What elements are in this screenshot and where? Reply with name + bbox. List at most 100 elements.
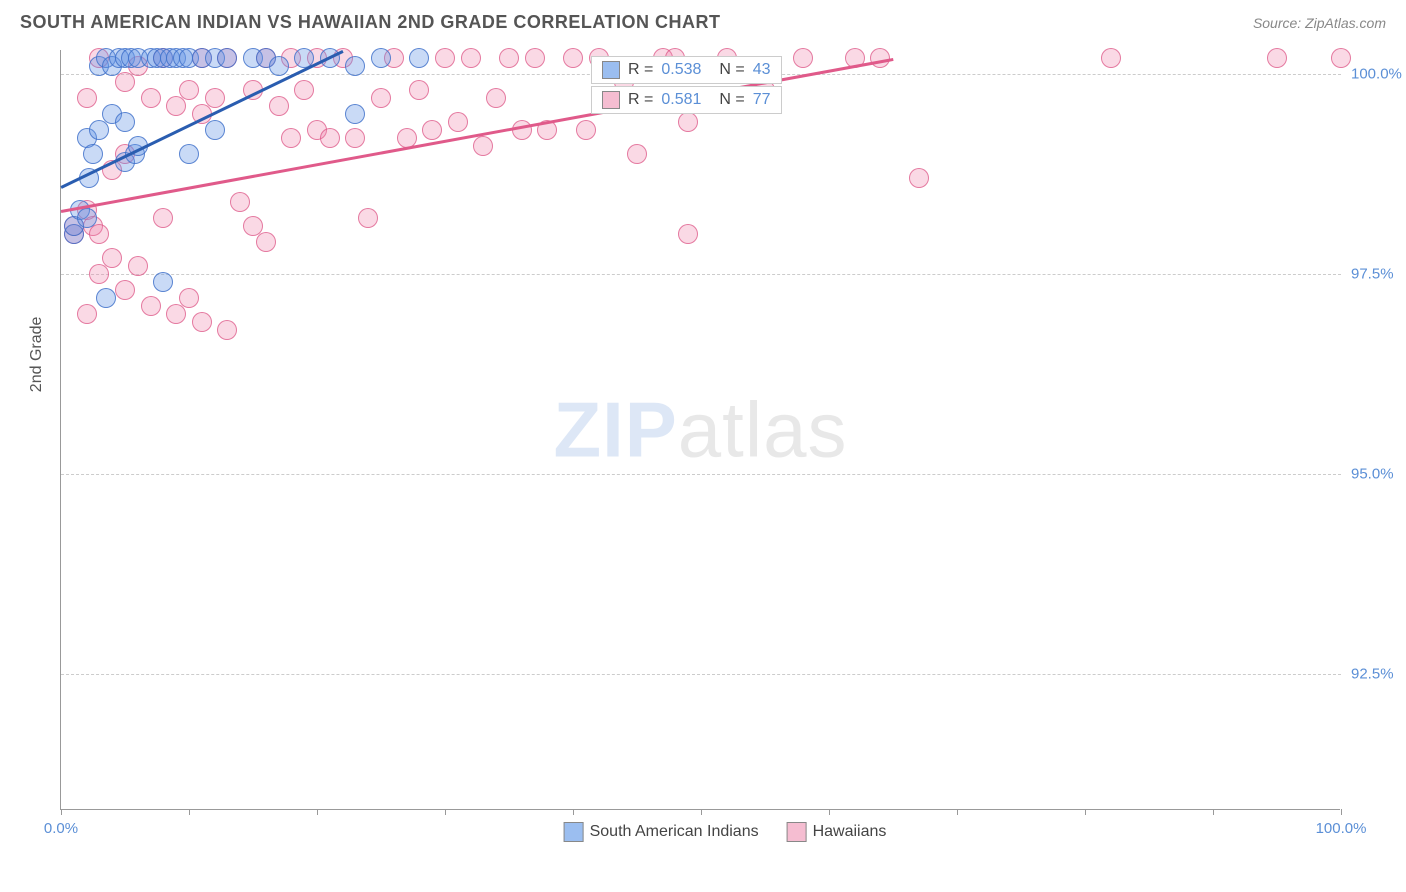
scatter-point xyxy=(89,120,109,140)
scatter-point xyxy=(153,272,173,292)
scatter-point xyxy=(102,248,122,268)
scatter-point xyxy=(909,168,929,188)
watermark: ZIPatlas xyxy=(553,384,847,475)
x-tick xyxy=(573,809,574,815)
scatter-point xyxy=(320,128,340,148)
x-tick xyxy=(61,809,62,815)
scatter-point xyxy=(179,80,199,100)
scatter-point xyxy=(678,224,698,244)
scatter-point xyxy=(256,232,276,252)
scatter-point xyxy=(166,96,186,116)
x-tick xyxy=(829,809,830,815)
scatter-point xyxy=(473,136,493,156)
r-value: 0.538 xyxy=(661,61,701,79)
n-value: 77 xyxy=(753,91,771,109)
x-tick xyxy=(1085,809,1086,815)
scatter-point xyxy=(371,88,391,108)
r-label: R = xyxy=(628,61,653,79)
scatter-point xyxy=(358,208,378,228)
scatter-point xyxy=(179,288,199,308)
watermark-zip: ZIP xyxy=(553,385,677,473)
scatter-point xyxy=(525,48,545,68)
legend-item: South American Indians xyxy=(564,822,759,842)
scatter-point xyxy=(89,264,109,284)
legend-swatch xyxy=(564,822,584,842)
scatter-point xyxy=(192,312,212,332)
n-label: N = xyxy=(719,61,744,79)
scatter-point xyxy=(166,304,186,324)
scatter-point xyxy=(281,128,301,148)
scatter-point xyxy=(512,120,532,140)
scatter-point xyxy=(345,104,365,124)
chart-container: ZIPatlas 92.5%95.0%97.5%100.0%0.0%100.0%… xyxy=(60,50,1390,810)
y-axis-label: 2nd Grade xyxy=(28,317,46,393)
scatter-point xyxy=(179,144,199,164)
scatter-point xyxy=(217,320,237,340)
scatter-point xyxy=(409,80,429,100)
x-tick-label: 100.0% xyxy=(1316,820,1367,837)
scatter-point xyxy=(576,120,596,140)
scatter-point xyxy=(153,208,173,228)
scatter-point xyxy=(217,48,237,68)
scatter-point xyxy=(1267,48,1287,68)
source-label: Source: ZipAtlas.com xyxy=(1253,15,1386,31)
legend: South American Indians Hawaiians xyxy=(564,822,887,842)
scatter-point xyxy=(678,112,698,132)
scatter-point xyxy=(345,128,365,148)
scatter-point xyxy=(83,144,103,164)
scatter-point xyxy=(205,120,225,140)
watermark-atlas: atlas xyxy=(678,385,848,473)
gridline-h xyxy=(61,674,1341,675)
stats-box: R =0.538N =43 xyxy=(591,56,782,84)
x-tick xyxy=(189,809,190,815)
legend-item: Hawaiians xyxy=(787,822,887,842)
scatter-point xyxy=(793,48,813,68)
scatter-point xyxy=(89,224,109,244)
legend-swatch xyxy=(602,61,620,79)
scatter-point xyxy=(77,208,97,228)
legend-swatch xyxy=(602,91,620,109)
scatter-point xyxy=(115,112,135,132)
y-tick-label: 97.5% xyxy=(1351,266,1394,283)
gridline-h xyxy=(61,474,1341,475)
x-tick xyxy=(445,809,446,815)
scatter-point xyxy=(409,48,429,68)
x-tick-label: 0.0% xyxy=(44,820,78,837)
scatter-point xyxy=(422,120,442,140)
scatter-point xyxy=(627,144,647,164)
scatter-point xyxy=(1101,48,1121,68)
scatter-point xyxy=(269,56,289,76)
stats-box: R = 0.581 N = 77 xyxy=(591,86,782,114)
plot-area: ZIPatlas 92.5%95.0%97.5%100.0%0.0%100.0%… xyxy=(60,50,1340,810)
gridline-h xyxy=(61,274,1341,275)
n-label: N = xyxy=(719,91,744,109)
scatter-point xyxy=(205,88,225,108)
x-tick xyxy=(1213,809,1214,815)
y-tick-label: 95.0% xyxy=(1351,466,1394,483)
r-value: 0.581 xyxy=(661,91,701,109)
x-tick xyxy=(317,809,318,815)
legend-swatch xyxy=(787,822,807,842)
scatter-point xyxy=(294,80,314,100)
header: SOUTH AMERICAN INDIAN VS HAWAIIAN 2ND GR… xyxy=(0,0,1406,41)
legend-label: Hawaiians xyxy=(813,823,887,840)
scatter-point xyxy=(1331,48,1351,68)
scatter-point xyxy=(96,288,116,308)
scatter-point xyxy=(499,48,519,68)
scatter-point xyxy=(77,88,97,108)
scatter-point xyxy=(77,304,97,324)
scatter-point xyxy=(345,56,365,76)
x-tick xyxy=(957,809,958,815)
scatter-point xyxy=(115,280,135,300)
r-label: R = xyxy=(628,91,653,109)
scatter-point xyxy=(371,48,391,68)
scatter-point xyxy=(563,48,583,68)
legend-label: South American Indians xyxy=(590,823,759,840)
scatter-point xyxy=(141,88,161,108)
scatter-point xyxy=(230,192,250,212)
x-tick xyxy=(1341,809,1342,815)
scatter-point xyxy=(461,48,481,68)
scatter-point xyxy=(448,112,468,132)
scatter-point xyxy=(128,256,148,276)
scatter-point xyxy=(115,72,135,92)
